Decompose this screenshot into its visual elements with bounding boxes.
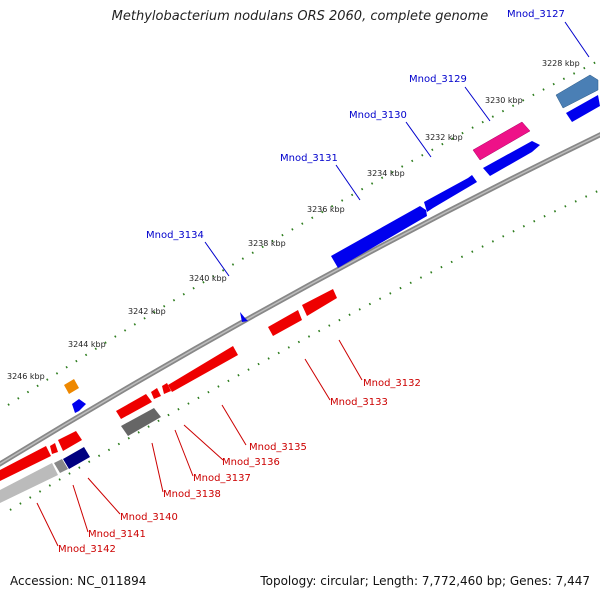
accession-label: Accession: xyxy=(10,574,74,588)
gene-mnod-3131-shape[interactable] xyxy=(331,206,427,268)
topology-value: circular xyxy=(320,574,365,588)
gene-mnod-3137-shape[interactable] xyxy=(151,388,161,399)
gene-small-orange-shape[interactable] xyxy=(64,379,79,394)
gene-mnod-3141-shape[interactable] xyxy=(63,447,90,469)
leader-mnod-3132 xyxy=(338,339,363,381)
inner-tick-track xyxy=(9,189,600,511)
genes-label: Genes: xyxy=(509,574,552,588)
gene-label-mnod-3133[interactable]: Mnod_3133 xyxy=(330,397,388,408)
topology-label: Topology: xyxy=(260,574,317,588)
gene-label-mnod-3135[interactable]: Mnod_3135 xyxy=(249,442,307,453)
leader-mnod-3138 xyxy=(151,442,164,493)
gene-lightgray-shape[interactable] xyxy=(0,463,58,503)
gene-label-mnod-3129[interactable]: Mnod_3129 xyxy=(409,74,467,85)
reverse-labels: Mnod_3132 Mnod_3133 Mnod_3135 Mnod_3136 … xyxy=(58,378,421,555)
gene-label-mnod-3140[interactable]: Mnod_3140 xyxy=(120,512,178,523)
gene-label-mnod-3136[interactable]: Mnod_3136 xyxy=(222,457,280,468)
tick-label-3242: 3242 kbp xyxy=(128,307,166,316)
leader-mnod-3142 xyxy=(36,502,59,547)
leader-mnod-3134 xyxy=(204,241,230,277)
gene-label-mnod-3137[interactable]: Mnod_3137 xyxy=(193,473,251,484)
leader-mnod-3127 xyxy=(564,21,590,58)
gene-label-mnod-3138[interactable]: Mnod_3138 xyxy=(163,489,221,500)
accession-info: Accession: NC_011894 xyxy=(10,574,146,588)
gene-mnod-3135-shape[interactable] xyxy=(168,346,238,392)
reverse-strand-genes xyxy=(0,289,337,503)
leader-mnod-3131 xyxy=(335,164,361,201)
tick-label-3234: 3234 kbp xyxy=(367,169,405,178)
gene-mnod-3136-shape[interactable] xyxy=(162,383,171,394)
gene-label-mnod-3131[interactable]: Mnod_3131 xyxy=(280,153,338,164)
outer-tick-track xyxy=(7,59,600,406)
gene-label-mnod-3134[interactable]: Mnod_3134 xyxy=(146,230,204,241)
forward-leaders xyxy=(204,21,590,277)
tick-label-3230: 3230 kbp xyxy=(485,96,523,105)
leader-mnod-3130 xyxy=(405,121,432,158)
tick-label-3240: 3240 kbp xyxy=(189,274,227,283)
gene-mnod-3142-shape[interactable] xyxy=(0,446,51,481)
gene-label-mnod-3142[interactable]: Mnod_3142 xyxy=(58,544,116,555)
gene-mnod-3129-shape[interactable] xyxy=(472,121,531,161)
leader-mnod-3140 xyxy=(87,477,121,515)
gene-small-blue-shape[interactable] xyxy=(72,399,86,413)
backbone-highlight xyxy=(0,134,600,465)
gene-gray-shape[interactable] xyxy=(121,408,161,436)
tick-labels: 3228 kbp 3230 kbp 3232 kbp 3234 kbp 3236… xyxy=(7,59,580,381)
leader-mnod-3135 xyxy=(221,404,247,446)
gene-mnod-3140-shape[interactable] xyxy=(58,431,82,451)
gene-label-mnod-3132[interactable]: Mnod_3132 xyxy=(363,378,421,389)
leader-mnod-3133 xyxy=(304,358,331,401)
tick-label-3228: 3228 kbp xyxy=(542,59,580,68)
gene-label-mnod-3127[interactable]: Mnod_3127 xyxy=(507,9,565,20)
length-label: Length: xyxy=(372,574,419,588)
gene-red-small-shape[interactable] xyxy=(50,443,58,454)
genes-value: 7,447 xyxy=(555,574,590,588)
gene-mnod-3134-shape[interactable] xyxy=(240,312,248,322)
gene-mnod-3128-shape[interactable] xyxy=(566,95,600,122)
gene-label-mnod-3141[interactable]: Mnod_3141 xyxy=(88,529,146,540)
gene-mnod-3133-shape[interactable] xyxy=(268,310,302,336)
tick-label-3244: 3244 kbp xyxy=(68,340,106,349)
length-value: 7,772,460 bp xyxy=(421,574,502,588)
tick-label-3246: 3246 kbp xyxy=(7,372,45,381)
map-title: Methylobacterium nodulans ORS 2060, comp… xyxy=(111,9,489,24)
gene-mnod-3130-shape[interactable] xyxy=(424,175,477,212)
forward-strand-genes xyxy=(64,74,600,413)
gene-mnod-3138-shape[interactable] xyxy=(116,394,152,419)
leader-mnod-3137 xyxy=(174,429,194,477)
leader-mnod-3129 xyxy=(464,86,491,122)
leader-mnod-3136 xyxy=(183,424,224,461)
leader-mnod-3141 xyxy=(72,484,89,533)
gene-mnod-3129b-shape[interactable] xyxy=(483,141,540,176)
gene-mnod-3132-shape[interactable] xyxy=(302,289,337,316)
gene-mnod-3127-shape[interactable] xyxy=(555,74,599,109)
genome-backbone xyxy=(0,132,600,467)
accession-value: NC_011894 xyxy=(77,574,147,588)
gene-gray-small-shape[interactable] xyxy=(54,459,68,473)
gene-label-mnod-3130[interactable]: Mnod_3130 xyxy=(349,110,407,121)
tick-label-3238: 3238 kbp xyxy=(248,239,286,248)
tick-label-3236: 3236 kbp xyxy=(307,205,345,214)
forward-labels: Mnod_3127 Mnod_3129 Mnod_3130 Mnod_3131 … xyxy=(146,9,565,241)
reverse-leaders xyxy=(36,339,363,547)
genome-summary: Topology: circular; Length: 7,772,460 bp… xyxy=(260,574,590,588)
tick-label-3232: 3232 kbp xyxy=(425,133,463,142)
